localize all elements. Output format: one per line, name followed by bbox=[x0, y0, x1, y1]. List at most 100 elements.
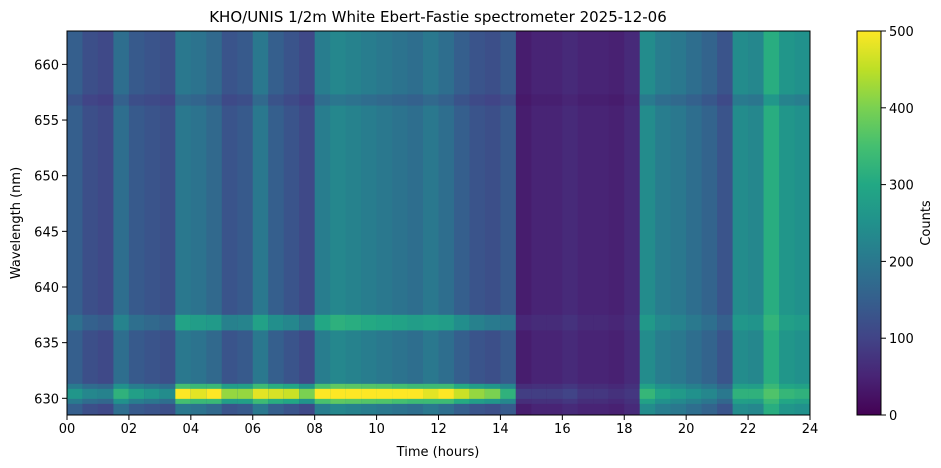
emission-band-656 bbox=[237, 94, 254, 106]
heatmap-column bbox=[82, 31, 99, 415]
y-tick-label: 630 bbox=[34, 392, 59, 407]
emission-band-656 bbox=[190, 94, 207, 106]
emission-band-636 bbox=[392, 314, 409, 331]
emission-peak-630 bbox=[686, 388, 703, 399]
emission-peak-630 bbox=[639, 388, 656, 399]
x-tick-label: 16 bbox=[554, 422, 571, 437]
x-tick-label: 10 bbox=[368, 422, 385, 437]
x-tick-label: 12 bbox=[430, 422, 447, 437]
heatmap-column bbox=[608, 31, 625, 415]
emission-band-636 bbox=[701, 314, 718, 331]
emission-band-656 bbox=[144, 94, 161, 106]
emission-band-636 bbox=[159, 314, 176, 331]
emission-peak-630 bbox=[190, 388, 207, 399]
y-tick-label: 640 bbox=[34, 281, 59, 296]
heatmap-column bbox=[531, 31, 548, 415]
emission-peak-630 bbox=[453, 388, 471, 399]
emission-band-656 bbox=[484, 94, 502, 106]
emission-band-656 bbox=[268, 94, 285, 106]
emission-peak-630 bbox=[763, 388, 780, 399]
heatmap-column bbox=[376, 31, 393, 415]
emission-band-636 bbox=[794, 314, 810, 331]
emission-band-656 bbox=[175, 94, 192, 106]
emission-band-656 bbox=[655, 94, 672, 106]
emission-band-656 bbox=[159, 94, 176, 106]
heatmap-column bbox=[624, 31, 641, 415]
x-tick-label: 00 bbox=[59, 422, 76, 437]
heatmap-column bbox=[732, 31, 749, 415]
emission-band-656 bbox=[670, 94, 687, 106]
emission-band-656 bbox=[206, 94, 223, 106]
heatmap-column bbox=[423, 31, 440, 415]
emission-band-636 bbox=[144, 314, 161, 331]
heatmap-column bbox=[779, 31, 796, 415]
heatmap-column bbox=[113, 31, 130, 415]
emission-peak-630 bbox=[469, 388, 486, 399]
emission-band-656 bbox=[717, 94, 734, 106]
heatmap-column bbox=[314, 31, 331, 415]
x-tick-label: 24 bbox=[802, 422, 819, 437]
emission-band-636 bbox=[748, 314, 765, 331]
emission-band-656 bbox=[423, 94, 440, 106]
emission-band-636 bbox=[283, 314, 300, 331]
emission-band-656 bbox=[314, 94, 331, 106]
heatmap-column bbox=[593, 31, 610, 415]
y-tick-label: 635 bbox=[34, 337, 59, 352]
emission-band-636 bbox=[453, 314, 471, 331]
emission-band-636 bbox=[639, 314, 656, 331]
emission-band-656 bbox=[593, 94, 610, 106]
emission-band-656 bbox=[392, 94, 409, 106]
emission-peak-630 bbox=[794, 388, 810, 399]
heatmap-column bbox=[562, 31, 579, 415]
emission-peak-630 bbox=[330, 388, 347, 399]
emission-peak-630 bbox=[546, 388, 563, 399]
emission-band-636 bbox=[252, 314, 269, 331]
colorbar-tick-label: 300 bbox=[889, 179, 914, 194]
emission-band-656 bbox=[763, 94, 780, 106]
emission-band-656 bbox=[562, 94, 579, 106]
heatmap-column bbox=[794, 31, 810, 415]
emission-band-636 bbox=[655, 314, 672, 331]
emission-band-636 bbox=[624, 314, 641, 331]
emission-peak-630 bbox=[608, 388, 625, 399]
emission-band-636 bbox=[717, 314, 734, 331]
heatmap-column bbox=[361, 31, 378, 415]
emission-band-656 bbox=[252, 94, 269, 106]
emission-peak-630 bbox=[515, 388, 532, 399]
y-tick-label: 645 bbox=[34, 225, 59, 240]
heatmap-column bbox=[268, 31, 285, 415]
emission-band-656 bbox=[701, 94, 718, 106]
chart-title: KHO/UNIS 1/2m White Ebert-Fastie spectro… bbox=[209, 8, 667, 26]
emission-peak-630 bbox=[577, 388, 594, 399]
heatmap-column bbox=[407, 31, 424, 415]
emission-band-636 bbox=[237, 314, 254, 331]
emission-band-656 bbox=[128, 94, 145, 106]
y-tick-label: 655 bbox=[34, 114, 59, 129]
emission-peak-630 bbox=[438, 388, 455, 399]
emission-band-636 bbox=[407, 314, 424, 331]
x-tick-label: 06 bbox=[244, 422, 261, 437]
emission-band-656 bbox=[531, 94, 548, 106]
emission-band-636 bbox=[438, 314, 455, 331]
heatmap-column bbox=[144, 31, 161, 415]
emission-peak-630 bbox=[655, 388, 672, 399]
emission-peak-630 bbox=[531, 388, 548, 399]
emission-peak-630 bbox=[206, 388, 223, 399]
emission-band-656 bbox=[469, 94, 486, 106]
emission-band-636 bbox=[546, 314, 563, 331]
heatmap-column bbox=[392, 31, 409, 415]
emission-band-656 bbox=[221, 94, 238, 106]
emission-peak-630 bbox=[717, 388, 734, 399]
emission-band-636 bbox=[97, 314, 115, 331]
emission-band-636 bbox=[779, 314, 796, 331]
emission-band-656 bbox=[283, 94, 300, 106]
colorbar-tick-label: 100 bbox=[889, 332, 914, 347]
emission-band-656 bbox=[361, 94, 378, 106]
emission-band-656 bbox=[376, 94, 393, 106]
emission-peak-630 bbox=[175, 388, 192, 399]
emission-peak-630 bbox=[361, 388, 378, 399]
emission-band-656 bbox=[577, 94, 594, 106]
emission-band-636 bbox=[732, 314, 749, 331]
y-tick-label: 650 bbox=[34, 170, 59, 185]
heatmap-column bbox=[484, 31, 502, 415]
